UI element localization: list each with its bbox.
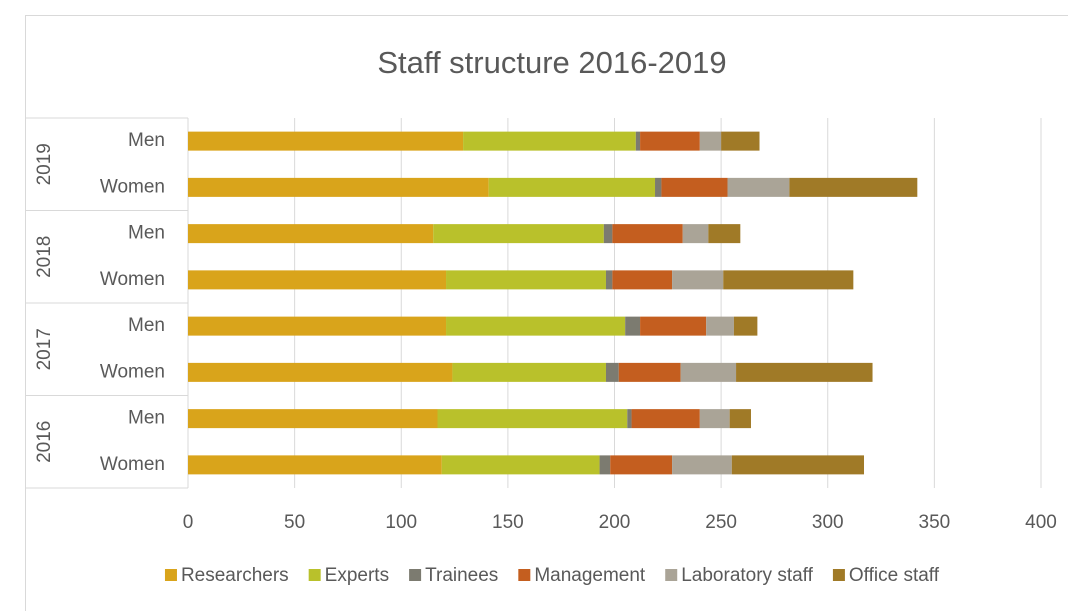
bar-segment: [446, 270, 606, 290]
bar-segment: [627, 409, 632, 429]
bar-segment: [188, 316, 447, 336]
x-tick-label: 350: [919, 512, 951, 533]
bar-segment: [733, 316, 758, 336]
bar-segment: [661, 177, 728, 197]
legend-swatch: [832, 569, 845, 581]
bar-segment: [610, 455, 673, 475]
bar-segment: [605, 362, 619, 382]
bar-segment: [727, 177, 790, 197]
x-tick-label: 250: [705, 512, 737, 533]
y-tick-label: Men: [128, 408, 165, 429]
group-label: 2019: [34, 143, 55, 185]
chart-frame: [25, 15, 1068, 611]
y-tick-label: Women: [100, 361, 165, 382]
y-tick-label: Men: [128, 223, 165, 244]
bar-segment: [672, 455, 732, 475]
x-tick-label: 400: [1025, 512, 1057, 533]
bar-segment: [188, 362, 453, 382]
bar-segment: [731, 455, 865, 475]
bar-segment: [640, 131, 700, 151]
bar-segment: [612, 224, 683, 244]
y-tick-label: Women: [100, 454, 165, 475]
bar-segment: [736, 362, 873, 382]
bar-segment: [682, 224, 709, 244]
legend-swatch: [409, 569, 422, 581]
bar-segment: [188, 455, 442, 475]
bar-segment: [699, 131, 722, 151]
bar-segment: [721, 131, 760, 151]
bar-segment: [463, 131, 636, 151]
bar-segment: [699, 409, 730, 429]
y-tick-label: Women: [100, 269, 165, 290]
bar-segment: [789, 177, 918, 197]
legend-swatch: [665, 569, 678, 581]
bar-segment: [631, 409, 700, 429]
bar-segment: [188, 177, 489, 197]
legend-label: Office staff: [849, 565, 940, 586]
bar-segment: [188, 270, 447, 290]
bar-segment: [672, 270, 724, 290]
group-label: 2018: [34, 236, 55, 278]
group-label: 2016: [34, 421, 55, 463]
legend-swatch: [308, 569, 321, 581]
legend-label: Trainees: [425, 565, 498, 586]
bar-segment: [723, 270, 854, 290]
bar-segment: [680, 362, 737, 382]
bar-segment: [605, 270, 613, 290]
legend-label: Experts: [325, 565, 389, 586]
legend-label: Researchers: [181, 565, 289, 586]
bar-segment: [441, 455, 600, 475]
bar-segment: [452, 362, 606, 382]
bar-segment: [603, 224, 613, 244]
bar-segment: [640, 316, 707, 336]
y-tick-label: Men: [128, 315, 165, 336]
legend-swatch: [518, 569, 531, 581]
y-tick-label: Men: [128, 130, 165, 151]
group-label: 2017: [34, 328, 55, 370]
bar-segment: [612, 270, 673, 290]
bar-segment: [635, 131, 641, 151]
bar-segment: [599, 455, 611, 475]
legend-swatch: [164, 569, 177, 581]
bar-segment: [655, 177, 662, 197]
x-tick-label: 50: [284, 512, 305, 533]
chart-title: Staff structure 2016-2019: [377, 45, 726, 80]
bar-segment: [706, 316, 734, 336]
bar-segment: [188, 131, 464, 151]
bar-segment: [708, 224, 741, 244]
legend-label: Laboratory staff: [681, 565, 813, 586]
bar-segment: [488, 177, 656, 197]
bar-segment: [446, 316, 626, 336]
x-tick-label: 100: [385, 512, 417, 533]
y-tick-label: Women: [100, 176, 165, 197]
bar-segment: [433, 224, 604, 244]
bar-segment: [618, 362, 681, 382]
legend-label: Management: [534, 565, 646, 586]
bar-segment: [625, 316, 641, 336]
bar-segment: [437, 409, 628, 429]
x-tick-label: 0: [183, 512, 194, 533]
bar-segment: [188, 224, 434, 244]
x-tick-label: 300: [812, 512, 844, 533]
x-tick-label: 200: [599, 512, 631, 533]
bar-segment: [188, 409, 438, 429]
x-tick-label: 150: [492, 512, 524, 533]
bar-segment: [729, 409, 751, 429]
